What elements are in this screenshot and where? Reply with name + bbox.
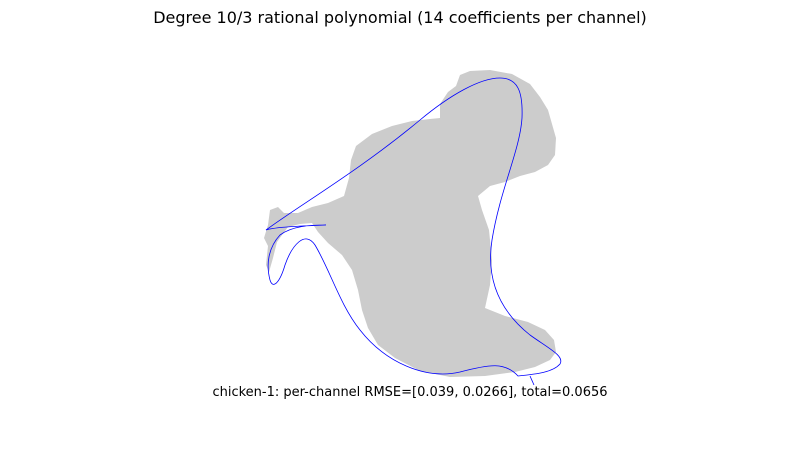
caption-leader-line bbox=[529, 375, 535, 386]
chicken-silhouette bbox=[264, 70, 556, 377]
figure-caption: chicken-1: per-channel RMSE=[0.039, 0.02… bbox=[212, 385, 607, 400]
fitted-rational-curve bbox=[265, 77, 562, 377]
figure-title: Degree 10/3 rational polynomial (14 coef… bbox=[153, 8, 647, 27]
